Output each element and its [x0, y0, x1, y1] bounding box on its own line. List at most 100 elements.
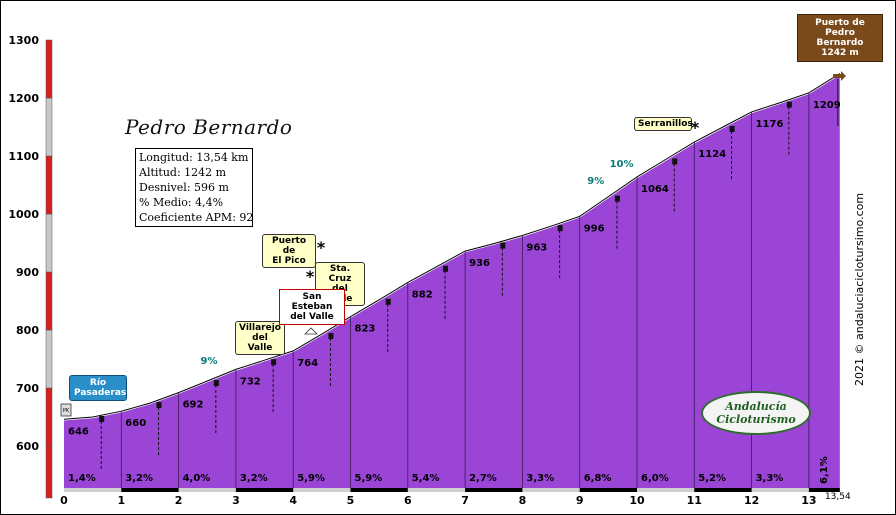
peak-gradient: 10% [610, 159, 634, 170]
peak-gradient: 9% [587, 176, 604, 187]
x-axis-bar [64, 488, 840, 492]
segment-gradient: 3,3% [526, 473, 554, 484]
altitude-label: 1176 [756, 119, 784, 130]
climb-info-box: Longitud: 13,54 km Altitud: 1242 m Desni… [135, 148, 253, 227]
label-rio-pasaderas: Río Pasaderas [69, 375, 127, 401]
x-tick-label: 5 [347, 494, 355, 507]
scale-segment [45, 387, 53, 447]
drop-marker [213, 380, 219, 387]
x-axis-segment [579, 488, 637, 492]
drop-marker [557, 225, 563, 232]
altitude-scale-bar [45, 39, 53, 499]
x-tick-label: 7 [461, 494, 469, 507]
x-axis-segment [694, 488, 752, 492]
x-tick-label: 8 [519, 494, 527, 507]
x-axis-segment [121, 488, 179, 492]
drop-marker [99, 416, 105, 422]
pk-post-label: PK [63, 408, 70, 414]
segment-gradient: 3,2% [125, 473, 153, 484]
junction-star-icon: * [306, 267, 315, 286]
scale-segment [45, 271, 53, 331]
label-san-esteban-del-valle: San Esteban del Valle [279, 289, 345, 325]
altitude-label: 1209 [813, 100, 841, 111]
segment-gradient: 4,0% [183, 473, 211, 484]
x-tick-label: 12 [744, 494, 759, 507]
y-tick-label: 1200 [8, 92, 39, 105]
altitude-label: 692 [183, 400, 204, 411]
x-axis: 0 1 2 3 4 5 6 7 8 9 10 11 12 13 13,54 [60, 488, 851, 507]
x-tick-label: 3 [232, 494, 240, 507]
x-axis-segment [465, 488, 523, 492]
x-tick-label: 0 [60, 494, 68, 507]
segment-gradient: 5,4% [412, 473, 440, 484]
profile-fill [64, 73, 840, 488]
x-tick-label: 13 [801, 494, 816, 507]
pk-post-icon [60, 403, 72, 417]
y-tick-label: 800 [16, 324, 39, 337]
x-tick-label: 4 [289, 494, 297, 507]
drop-marker [500, 242, 506, 249]
drop-marker [443, 265, 449, 272]
info-medio: % Medio: 4,4% [139, 196, 224, 209]
segment-gradient: 6,1% [819, 456, 830, 484]
y-tick-label: 1100 [8, 150, 39, 163]
cicloturismo-logo: Andalucía Cicloturismo [701, 391, 811, 435]
altitude-label: 936 [469, 258, 490, 269]
altitude-label: 882 [412, 289, 433, 300]
junction-star-icon: * [691, 118, 700, 137]
info-desnivel: Desnivel: 596 m [139, 181, 229, 194]
chart-title: Pedro Bernardo [125, 115, 293, 139]
segment-gradient: 3,3% [756, 473, 784, 484]
peak-gradient: 9% [200, 356, 217, 367]
x-axis-segment [235, 488, 294, 492]
info-coeficiente: Coeficiente APM: 92 [139, 211, 254, 224]
x-tick-label: 11 [687, 494, 702, 507]
info-longitud: Longitud: 13,54 km [139, 151, 249, 164]
x-axis-segment [808, 488, 840, 492]
y-tick-label: 1300 [8, 34, 39, 47]
scale-segment [45, 97, 53, 157]
drop-marker [156, 402, 162, 409]
segment-gradient-labels: 1,4% 3,2% 4,0% 3,2% 5,9% 5,9% 5,4% 2,7% 3,3% 6,8%… [68, 456, 830, 484]
altitude-labels: 646 660 692 732 764 823 882 936 963 996 1064 1124 11… [68, 100, 841, 438]
label-puerto-el-pico: Puerto de El Pico [262, 234, 316, 268]
x-tick-label: 1 [117, 494, 125, 507]
altitude-label: 1064 [641, 184, 669, 195]
segment-gradient: 5,9% [297, 473, 325, 484]
copyright-text: 2021 © andaluciaciclotursimo.com [853, 192, 866, 386]
segment-gradient: 6,0% [641, 473, 669, 484]
drop-marker [614, 195, 620, 202]
logo-line-1: Andalucía [725, 400, 787, 413]
altitude-label: 1124 [698, 149, 726, 160]
scale-segment [45, 329, 53, 389]
segment-gradient: 2,7% [469, 473, 497, 484]
x-end-label: 13,54 [825, 492, 851, 502]
drop-marker [271, 359, 277, 366]
segment-gradient: 6,8% [584, 473, 612, 484]
junction-star-icon: * [317, 238, 326, 257]
town-house-icon [304, 327, 318, 335]
altitude-label: 963 [526, 242, 547, 253]
segment-gradient: 3,2% [240, 473, 268, 484]
profile-area [63, 72, 841, 488]
x-tick-label: 6 [404, 494, 412, 507]
summit-arrow-icon [833, 71, 846, 81]
label-villarejo-del-valle: Villarejo del Valle [235, 321, 285, 355]
altitude-label: 732 [240, 376, 261, 387]
segment-gradient: 5,2% [698, 473, 726, 484]
drop-marker [385, 298, 391, 305]
y-tick-label: 700 [16, 382, 39, 395]
scale-segment [45, 155, 53, 215]
altitude-label: 823 [355, 324, 376, 335]
logo-line-2: Cicloturismo [716, 413, 796, 426]
drop-marker [786, 101, 792, 108]
label-serranillos: Serranillos [634, 117, 693, 131]
segment-gradient: 1,4% [68, 473, 96, 484]
scale-segment [45, 39, 53, 99]
altitude-label: 646 [68, 426, 89, 437]
x-tick-label: 9 [576, 494, 584, 507]
scale-segment [45, 213, 53, 273]
profile-line [63, 73, 841, 420]
